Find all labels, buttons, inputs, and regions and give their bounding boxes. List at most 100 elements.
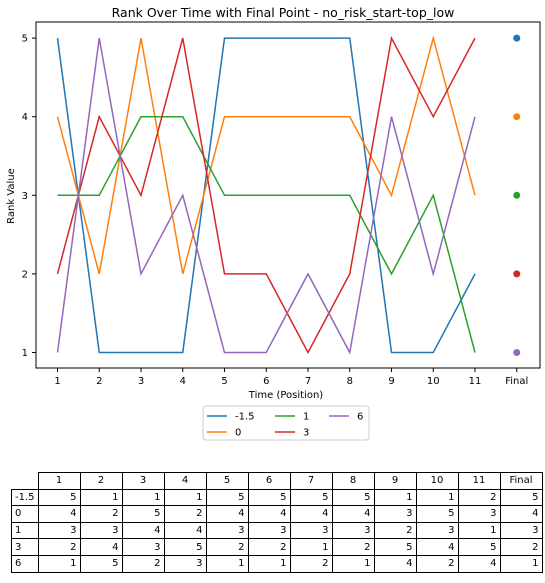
table-cell: 4 — [415, 538, 459, 556]
table-cell: 1 — [121, 488, 165, 507]
y-axis-ticks: 1 2 3 4 5 — [22, 34, 36, 359]
legend-label: 1 — [303, 412, 309, 423]
table-cell: 2 — [499, 538, 543, 556]
y-tick-label: 2 — [22, 269, 28, 280]
table-cell: 1 — [499, 554, 543, 573]
table-cell: 1 — [247, 554, 291, 573]
x-tick-label: 7 — [305, 376, 311, 387]
table-cell: 1 — [289, 538, 333, 556]
legend: -1.5 0 1 3 6 — [202, 405, 370, 441]
table-cell: 5 — [205, 488, 249, 507]
table-header-cell: 11 — [457, 472, 501, 490]
table-cell: 5 — [37, 488, 81, 507]
table-cell: 4 — [289, 505, 333, 523]
final-point-3 — [513, 270, 521, 278]
x-tick-label: 1 — [54, 376, 60, 387]
x-tick-label: 10 — [427, 376, 440, 387]
table-corner-cell — [11, 472, 39, 490]
table-cell: 5 — [247, 488, 291, 507]
table-header-row: 1 2 3 4 5 6 7 8 9 10 11 Final — [11, 472, 543, 490]
table-cell: 4 — [373, 554, 417, 573]
x-tick-label: 4 — [180, 376, 186, 387]
x-tick-label: 9 — [388, 376, 394, 387]
x-tick-label: 5 — [221, 376, 227, 387]
table-header-cell: Final — [499, 472, 543, 490]
table-header-cell: 1 — [37, 472, 81, 490]
table-cell: 2 — [289, 554, 333, 573]
table-header-cell: 9 — [373, 472, 417, 490]
table-cell: 4 — [205, 505, 249, 523]
y-tick-label: 5 — [22, 34, 28, 45]
legend-label: 0 — [235, 428, 241, 439]
rank-chart: Rank Over Time with Final Point - no_ris… — [6, 5, 541, 441]
table-header-cell: 7 — [289, 472, 333, 490]
table-cell: 1 — [79, 488, 123, 507]
table-cell: 4 — [457, 554, 501, 573]
table-row: -1.5 5 1 1 1 5 5 5 5 1 1 2 5 — [11, 488, 543, 507]
table-cell: 3 — [247, 521, 291, 540]
table-cell: 5 — [499, 488, 543, 507]
table-cell: 4 — [331, 505, 375, 523]
plot-lines — [56, 35, 476, 355]
table-cell: 2 — [331, 538, 375, 556]
table-cell: 5 — [415, 505, 459, 523]
series-line-4 — [56, 37, 476, 355]
x-tick-label: Final — [505, 376, 528, 387]
table-cell: 4 — [247, 505, 291, 523]
table-row-label: 3 — [11, 538, 39, 556]
table-cell: 5 — [331, 488, 375, 507]
legend-frame — [202, 405, 370, 441]
table-row-label: 1 — [11, 521, 39, 540]
x-tick-label: 2 — [96, 376, 102, 387]
series-line-2 — [57, 115, 476, 353]
final-point-2 — [513, 191, 521, 199]
table-cell: 5 — [373, 538, 417, 556]
table-cell: 5 — [457, 538, 501, 556]
series-line-0 — [56, 37, 476, 354]
table-cell: 4 — [499, 505, 543, 523]
table-cell: 4 — [121, 521, 165, 540]
table-cell: 5 — [79, 554, 123, 573]
table-cell: 3 — [457, 505, 501, 523]
table-cell: 3 — [499, 521, 543, 540]
table-cell: 3 — [373, 505, 417, 523]
table-header-cell: 4 — [163, 472, 207, 490]
y-tick-label: 4 — [22, 112, 28, 123]
table-row-label: -1.5 — [11, 488, 39, 507]
series-line-1 — [56, 35, 476, 275]
table-body: -1.5 5 1 1 1 5 5 5 5 1 1 2 5 0 4 2 5 2 4 4 4 4 3 5 3 4 1 3 3 4 4 3 3 3 3 2 3… — [11, 488, 543, 573]
table-cell: 2 — [79, 505, 123, 523]
y-tick-label: 3 — [22, 191, 28, 202]
table-cell: 4 — [163, 521, 207, 540]
table-header-cell: 3 — [121, 472, 165, 490]
table-cell: 3 — [205, 521, 249, 540]
table-cell: 2 — [205, 538, 249, 556]
table-cell: 4 — [79, 538, 123, 556]
table-cell: 3 — [415, 521, 459, 540]
table-cell: 3 — [289, 521, 333, 540]
chart-title: Rank Over Time with Final Point - no_ris… — [112, 5, 455, 20]
table-cell: 2 — [37, 538, 81, 556]
table-cell: 2 — [121, 554, 165, 573]
table-cell: 1 — [37, 554, 81, 573]
final-point-1 — [513, 113, 521, 121]
data-table: 1 2 3 4 5 6 7 8 9 10 11 Final -1.5 5 1 1 1 5 5 5 5 1 1 2 5 0 4 2 5 2… — [11, 472, 543, 573]
table-cell: 1 — [373, 488, 417, 507]
table-cell: 2 — [373, 521, 417, 540]
legend-label: -1.5 — [235, 412, 255, 423]
x-tick-label: 8 — [347, 376, 353, 387]
final-point-4 — [513, 349, 521, 356]
table-cell: 3 — [121, 538, 165, 556]
x-tick-label: 3 — [138, 376, 144, 387]
table-header-cell: 6 — [247, 472, 291, 490]
series-line-3 — [56, 35, 476, 355]
table-cell: 2 — [247, 538, 291, 556]
final-points — [513, 34, 521, 356]
table-header-cell: 8 — [331, 472, 375, 490]
y-axis-label: Rank Value — [6, 168, 17, 224]
final-point-0 — [513, 34, 521, 42]
table-cell: 3 — [37, 521, 81, 540]
